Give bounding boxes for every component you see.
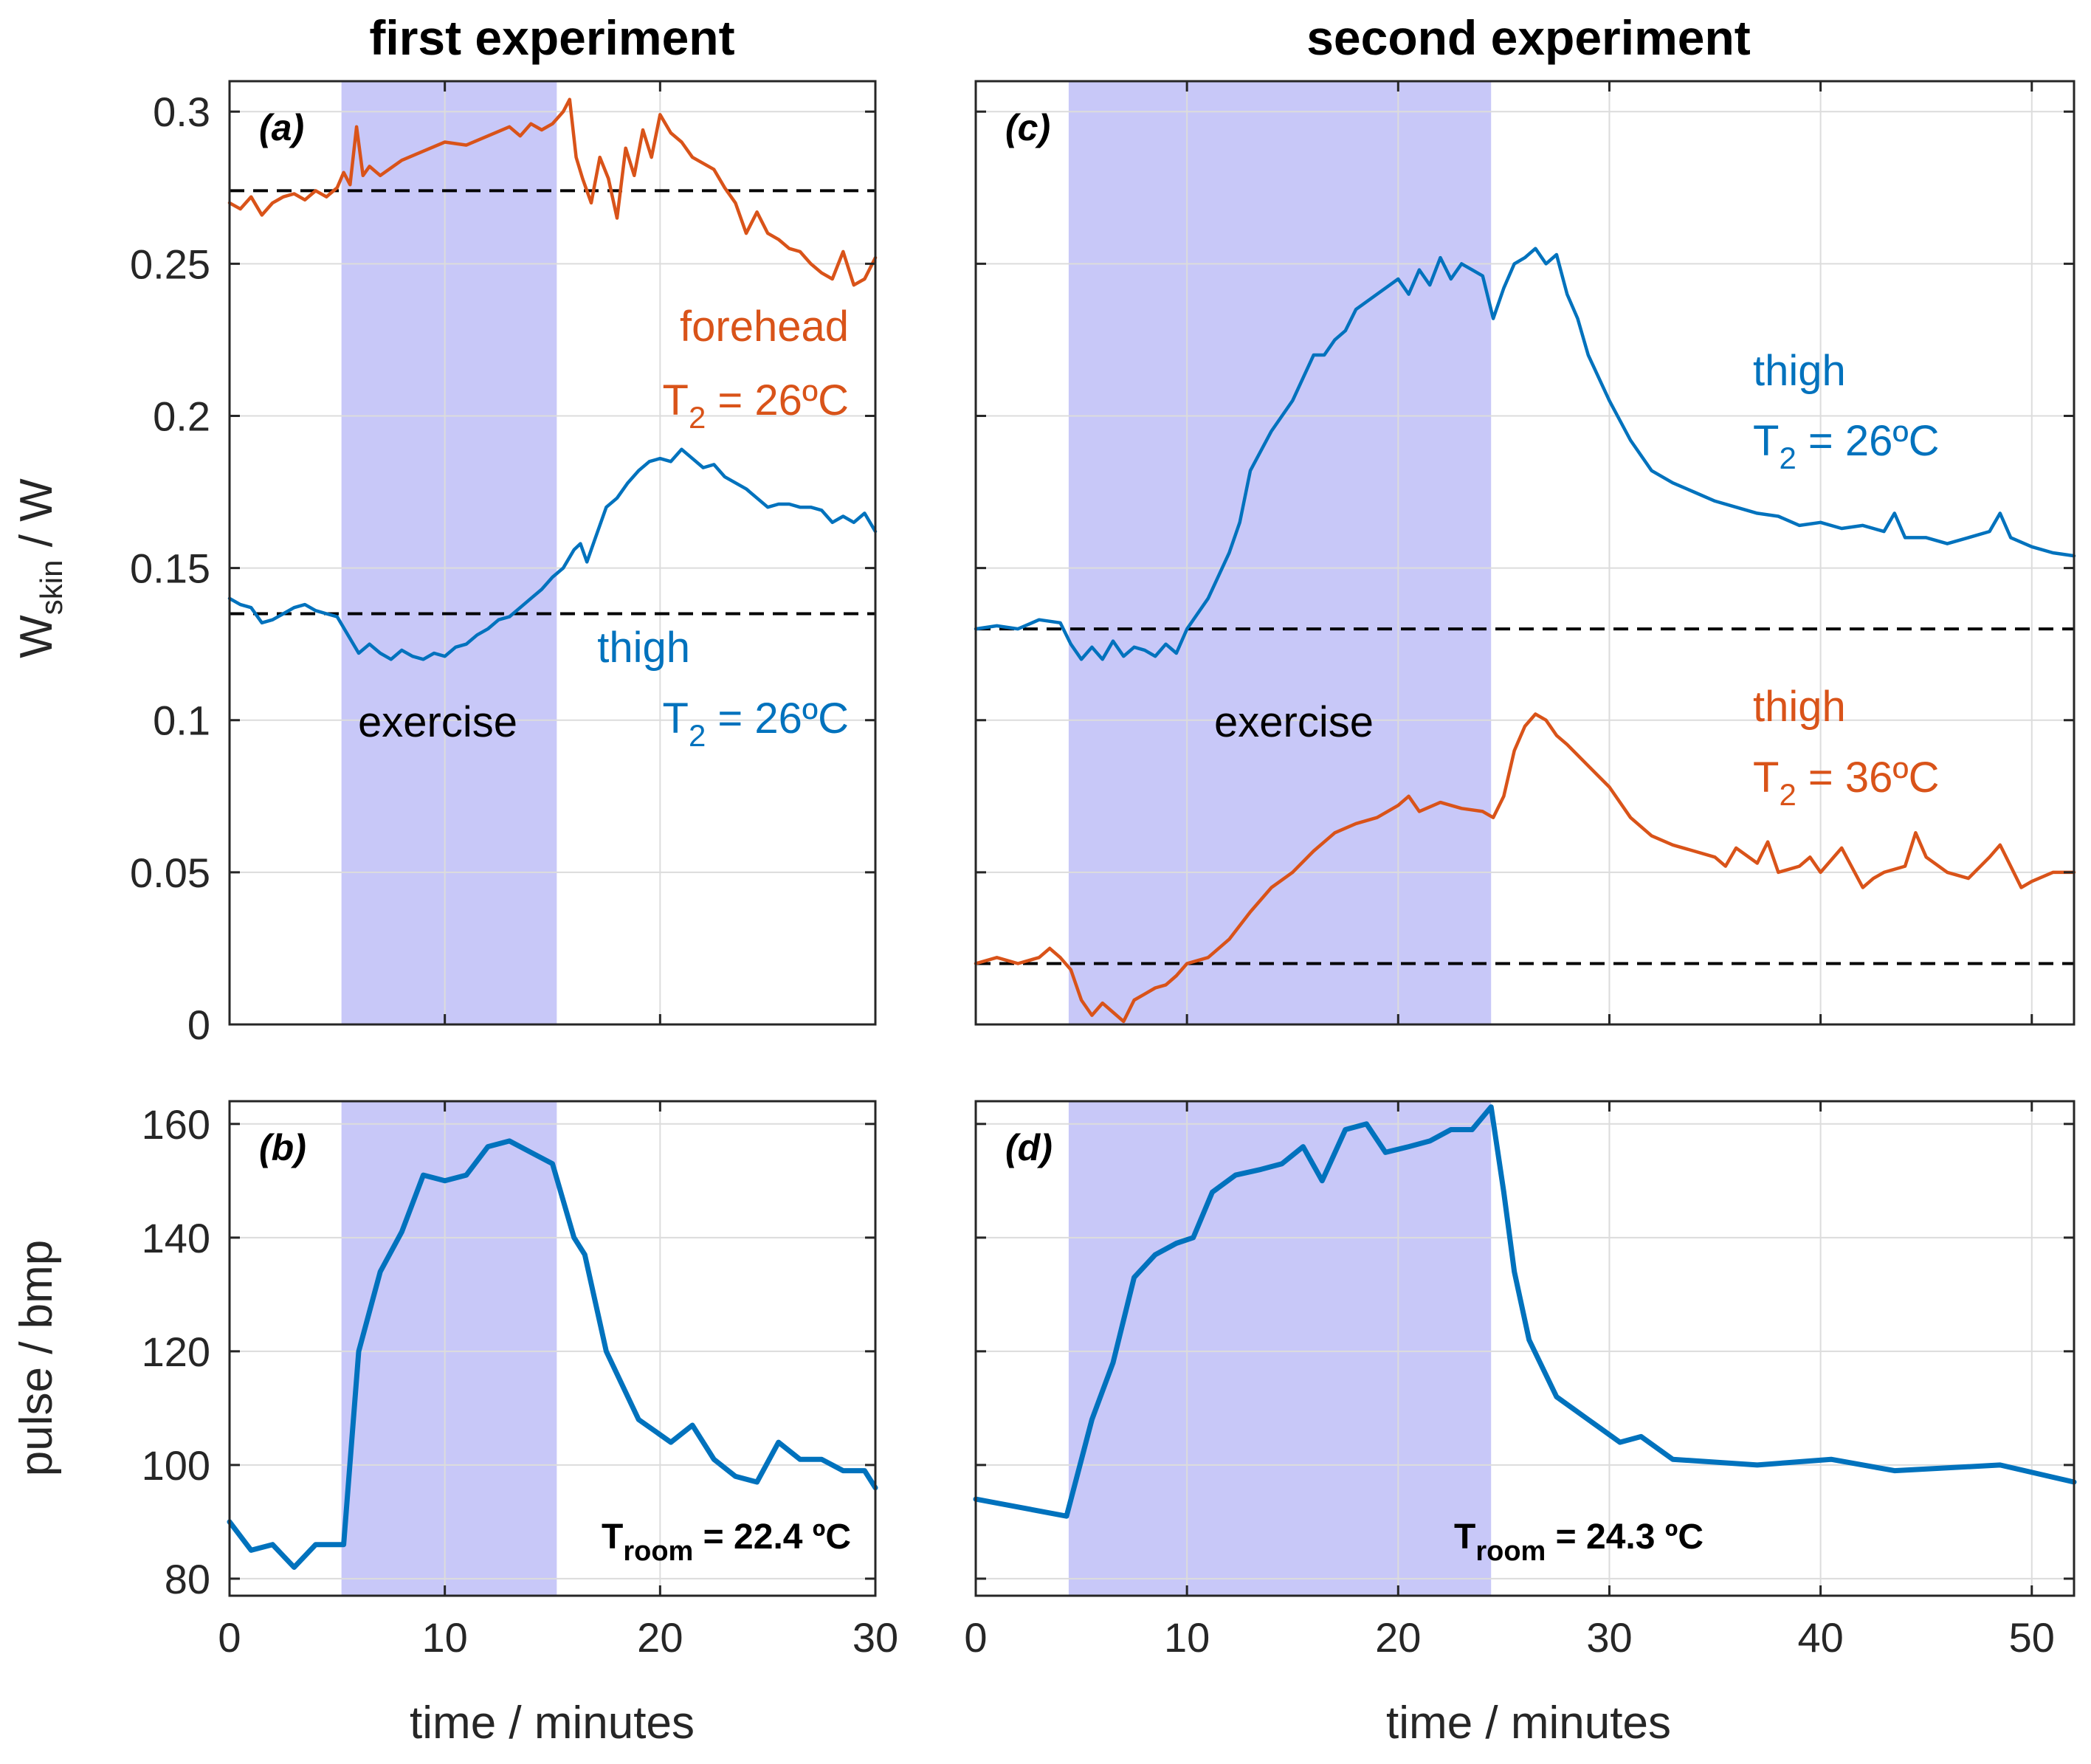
- exercise-shade: [341, 1101, 557, 1596]
- label-thigh-a-temp: T2 = 26ºC: [663, 695, 849, 753]
- y-tick-label: 140: [142, 1215, 210, 1261]
- panel-d: 0 10 20 30 40 50 (d): [964, 1100, 2077, 1661]
- temp-value: = 26ºC: [706, 376, 849, 424]
- temp-value: = 26ºC: [706, 695, 849, 743]
- temp-sub: 2: [1779, 441, 1796, 475]
- y-axis-label-pulse: pulse / bmp: [11, 1240, 62, 1477]
- room-prefix: T: [602, 1517, 623, 1557]
- x-tick-label: 10: [1164, 1614, 1210, 1661]
- temp-prefix: T: [663, 376, 689, 424]
- x-tick-label: 0: [218, 1614, 241, 1661]
- series-line: [227, 1138, 878, 1570]
- label-room-temp-b: Troom = 22.4 ºC: [602, 1517, 851, 1567]
- label-exercise-c: exercise: [1214, 698, 1374, 746]
- y-tick-label: 80: [165, 1556, 210, 1602]
- room-sub: room: [1475, 1536, 1546, 1567]
- x-axis-label-left: time / minutes: [410, 1698, 695, 1749]
- temp-value: = 26ºC: [1797, 417, 1940, 465]
- axes-frame: [974, 1100, 2076, 1597]
- axes-frame: [228, 80, 877, 1026]
- temp-value: = 36ºC: [1797, 754, 1940, 802]
- label-thigh-c-orange: thigh: [1753, 683, 1846, 731]
- label-thigh-a: thigh: [597, 624, 690, 672]
- ylabel-base: W: [11, 615, 62, 658]
- exercise-shade: [1068, 1101, 1492, 1596]
- y-axis-label-wskin: Wskin / W: [11, 478, 69, 658]
- label-thigh-c-orange-temp: T2 = 36ºC: [1753, 754, 1939, 812]
- temp-prefix: T: [663, 695, 689, 743]
- x-axis-label-right: time / minutes: [1386, 1698, 1671, 1749]
- temp-prefix: T: [1753, 754, 1779, 802]
- y-tick-label: 0.2: [153, 393, 210, 439]
- x-tick-label: 20: [637, 1614, 683, 1661]
- exercise-shade: [341, 81, 557, 1024]
- label-thigh-c-blue: thigh: [1753, 347, 1846, 395]
- label-room-temp-d: Troom = 24.3 ºC: [1454, 1517, 1704, 1567]
- panel-label: (b): [259, 1127, 306, 1168]
- label-forehead: forehead: [680, 303, 849, 351]
- x-tick-label: 40: [1797, 1614, 1843, 1661]
- y-tick-label: 0.25: [130, 241, 210, 287]
- panel-label: (d): [1005, 1127, 1053, 1168]
- axes-frame: [974, 80, 2076, 1026]
- y-tick-label: 120: [142, 1329, 210, 1375]
- x-tick-label: 30: [852, 1614, 898, 1661]
- ylabel-rest: / W: [11, 478, 62, 560]
- series-line: [227, 97, 878, 287]
- label-forehead-temp: T2 = 26ºC: [663, 376, 849, 435]
- temp-sub: 2: [689, 400, 706, 435]
- panel-b: 80 100 120 140 160 0 10 20 30 (b): [142, 1100, 898, 1661]
- series-line: [974, 247, 2076, 661]
- y-tick-label: 0.15: [130, 545, 210, 592]
- series-line: [227, 447, 878, 661]
- label-exercise-a: exercise: [358, 698, 517, 746]
- x-tick-label: 0: [964, 1614, 987, 1661]
- y-tick-label: 0.3: [153, 89, 210, 135]
- y-tick-label: 0.1: [153, 697, 210, 744]
- x-tick-label: 10: [422, 1614, 468, 1661]
- ylabel-sub: skin: [34, 559, 69, 615]
- panel-label: (a): [259, 107, 304, 148]
- temp-sub: 2: [689, 718, 706, 753]
- y-tick-label: 160: [142, 1101, 210, 1148]
- x-tick-label: 20: [1375, 1614, 1421, 1661]
- y-tick-label: 100: [142, 1442, 210, 1489]
- temp-prefix: T: [1753, 417, 1779, 465]
- y-tick-label: 0.05: [130, 850, 210, 896]
- room-value: = 24.3 ºC: [1546, 1517, 1704, 1557]
- room-prefix: T: [1454, 1517, 1475, 1557]
- series-line: [974, 712, 2076, 1024]
- title-first-experiment: first experiment: [369, 10, 734, 65]
- x-tick-label: 50: [2009, 1614, 2055, 1661]
- panel-label: (c): [1005, 107, 1050, 148]
- y-tick-label: 0: [187, 1002, 210, 1048]
- title-second-experiment: second experiment: [1306, 10, 1751, 65]
- axes-frame: [228, 1100, 877, 1597]
- label-thigh-c-blue-temp: T2 = 26ºC: [1753, 417, 1939, 475]
- temp-sub: 2: [1779, 777, 1796, 812]
- x-tick-label: 30: [1586, 1614, 1632, 1661]
- series-line: [973, 1104, 2077, 1519]
- exercise-shade: [1068, 81, 1492, 1024]
- panel-a: 0 0.05 0.1 0.15 0.2 0.25 0.3 (a): [130, 80, 878, 1048]
- room-sub: room: [623, 1536, 693, 1567]
- room-value: = 22.4 ºC: [693, 1517, 851, 1557]
- panel-c: (c): [974, 80, 2076, 1026]
